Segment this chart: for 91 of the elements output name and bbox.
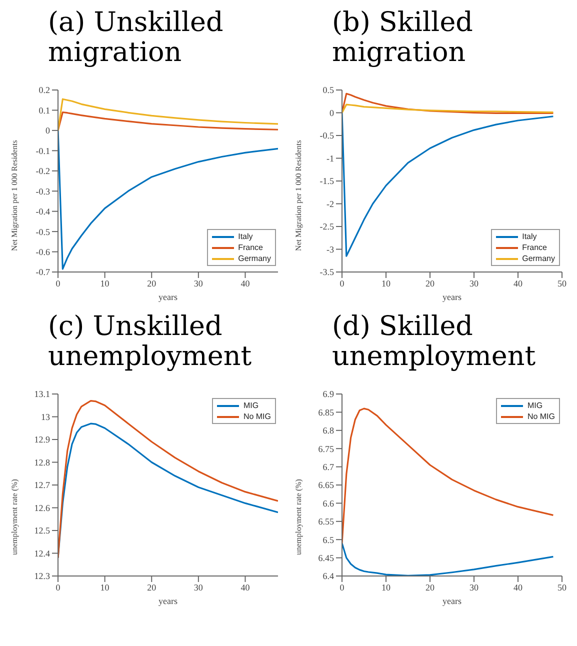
x-tick-label: 10 [100, 278, 110, 288]
y-tick-label: 6.55 [318, 516, 334, 527]
y-tick-label: 12.8 [34, 457, 50, 468]
chart-title: (d) Skilled unemployment [331, 311, 537, 374]
y-tick-label: -0.6 [36, 246, 50, 257]
x-tick-label: 30 [470, 278, 479, 288]
y-tick-label: 12.3 [34, 571, 50, 582]
x-axis-title: years [158, 596, 178, 606]
legend-label: Germany [522, 253, 555, 264]
y-tick-label: 6.9 [322, 389, 334, 400]
x-tick-label: 0 [340, 582, 345, 592]
x-tick-label: 40 [514, 582, 523, 592]
legend-label: No MIG [243, 411, 271, 422]
y-tick-label: -1.5 [320, 176, 334, 186]
y-tick-label: 12.9 [34, 434, 50, 445]
x-tick-label: 0 [340, 278, 345, 288]
y-tick-label: -2 [326, 198, 334, 209]
x-tick-label: 30 [470, 582, 479, 592]
line-series [58, 111, 278, 132]
y-axis-title: Net Migration per 1 000 Residents [294, 140, 303, 251]
y-tick-label: -0.4 [36, 206, 50, 217]
x-tick-label: 0 [56, 582, 61, 592]
y-tick-label: -0.5 [36, 226, 50, 237]
x-axis-title: years [442, 292, 462, 302]
y-tick-label: 6.45 [318, 552, 334, 563]
x-tick-label: 10 [100, 582, 110, 592]
y-tick-label: -3.5 [320, 267, 334, 278]
y-tick-label: 0.1 [38, 105, 50, 116]
y-axis-title: Net Migration per 1 000 Residents [10, 140, 19, 251]
y-tick-label: 0.5 [322, 85, 334, 96]
x-tick-label: 0 [56, 278, 61, 288]
chart-title: (c) Unskilled unemployment [47, 311, 253, 374]
x-tick-label: 20 [426, 278, 435, 288]
legend-label: Germany [238, 253, 271, 264]
y-tick-label: 12.5 [34, 526, 50, 536]
y-axis-title: unemployment rate (%) [10, 478, 19, 555]
legend-label: Italy [238, 231, 253, 242]
x-axis-title: years [442, 596, 462, 606]
x-tick-label: 50 [558, 582, 567, 592]
line-series [342, 112, 554, 257]
line-series [342, 542, 554, 576]
x-tick-label: 10 [382, 582, 391, 592]
legend-label: MIG [527, 400, 543, 411]
legend-label: No MIG [527, 411, 555, 422]
line-series [58, 98, 278, 132]
y-tick-label: -2.5 [320, 222, 334, 232]
y-tick-label: -0.3 [36, 186, 50, 196]
y-tick-label: 13.1 [34, 389, 50, 400]
x-tick-label: 30 [194, 582, 204, 592]
x-tick-label: 50 [558, 278, 567, 288]
y-tick-label: -0.2 [36, 166, 50, 176]
chart-title: (b) Skilled migration [331, 7, 474, 70]
y-tick-label: 12.7 [34, 480, 50, 490]
y-tick-label: 6.5 [322, 534, 334, 545]
line-series [342, 104, 554, 114]
x-tick-label: 20 [147, 278, 157, 288]
legend-label: Italy [522, 231, 537, 242]
y-tick-label: -3 [326, 244, 334, 254]
y-tick-label: -0.7 [36, 267, 50, 278]
x-tick-label: 40 [240, 278, 250, 288]
y-tick-label: -0.1 [36, 146, 50, 156]
y-tick-label: 6.65 [318, 480, 334, 490]
y-tick-label: 6.6 [322, 498, 334, 508]
legend-label: France [238, 242, 263, 253]
y-tick-label: 6.75 [318, 444, 334, 454]
chart-title: (a) Unskilled migration [47, 7, 224, 70]
y-tick-label: 12.4 [34, 548, 50, 558]
y-tick-label: -0.5 [320, 130, 334, 141]
x-axis-title: years [158, 292, 178, 302]
x-tick-label: 10 [382, 278, 391, 288]
y-tick-label: 0 [46, 126, 50, 136]
y-tick-label: 12.6 [34, 502, 50, 513]
x-tick-label: 20 [426, 582, 435, 592]
line-series [342, 92, 554, 114]
x-tick-label: 40 [514, 278, 523, 288]
y-tick-label: 6.8 [322, 426, 334, 436]
y-tick-label: 6.85 [318, 407, 334, 418]
line-series [58, 130, 278, 270]
y-tick-label: -1 [326, 153, 334, 164]
y-tick-label: 0.2 [38, 85, 50, 96]
x-tick-label: 30 [194, 278, 204, 288]
x-tick-label: 20 [147, 582, 157, 592]
y-axis-title: unemployment rate (%) [294, 478, 303, 555]
y-tick-label: 6.4 [322, 571, 334, 582]
y-tick-label: 6.7 [322, 462, 334, 472]
y-tick-label: 0 [330, 108, 334, 118]
y-tick-label: 13 [41, 412, 50, 422]
line-series [342, 408, 554, 544]
legend-label: France [522, 242, 547, 253]
x-tick-label: 40 [240, 582, 250, 592]
legend-label: MIG [243, 400, 259, 411]
